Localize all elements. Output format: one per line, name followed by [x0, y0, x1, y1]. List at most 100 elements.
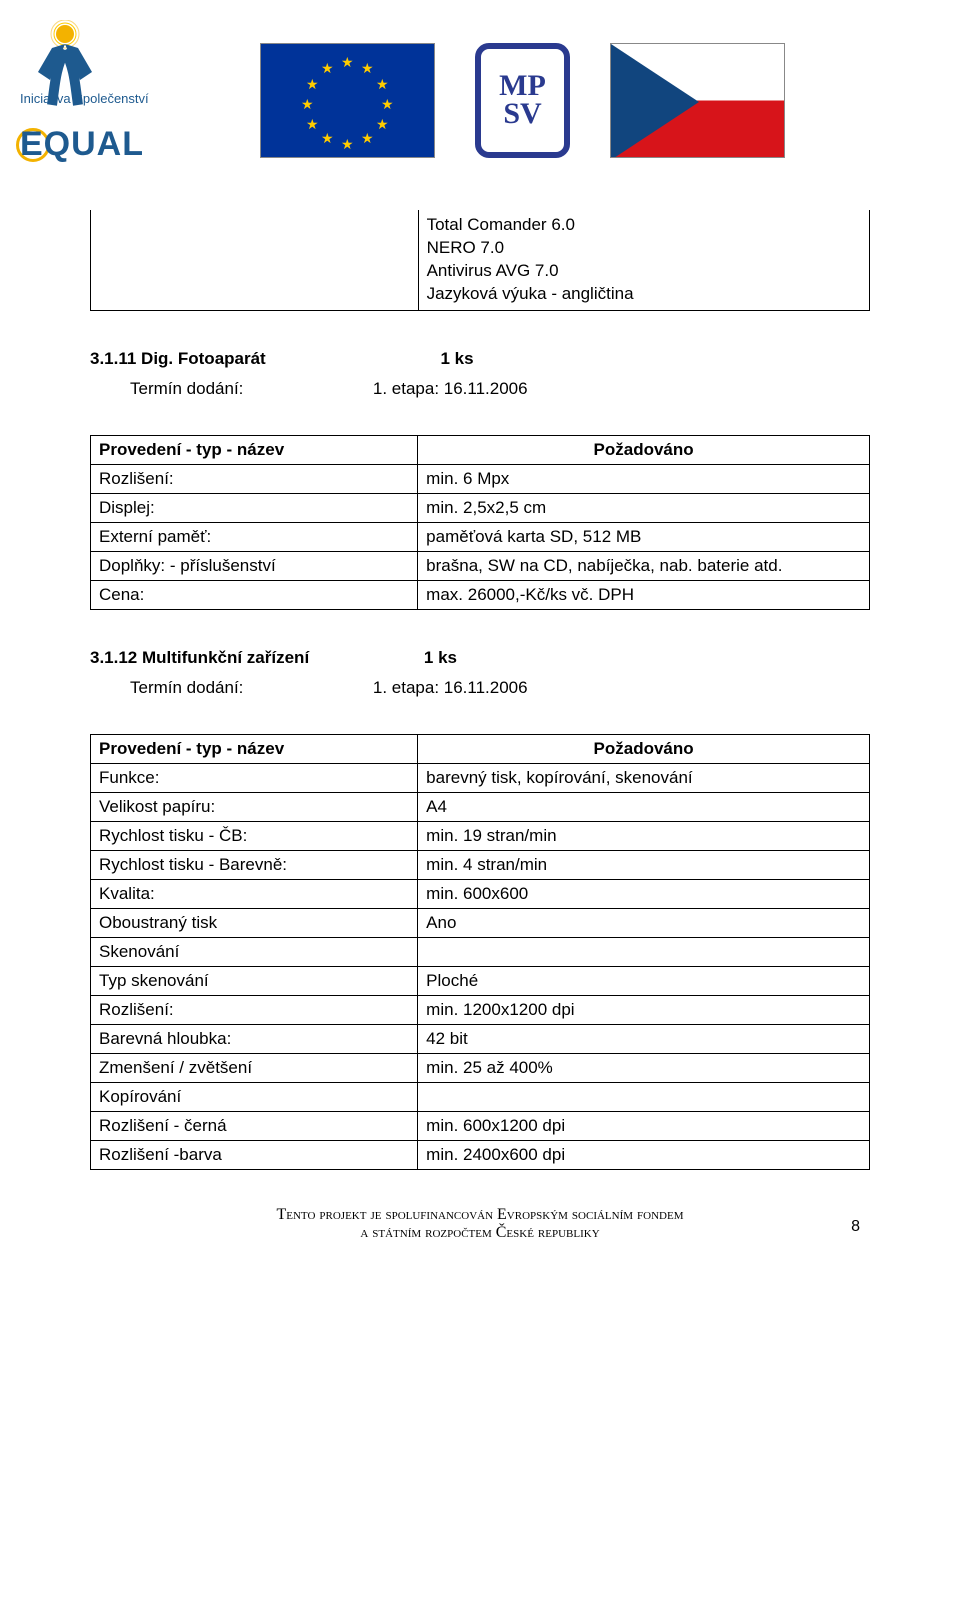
page: Iniciativa Společenství EQUAL ★ ★ ★ ★ ★ … [0, 0, 960, 1272]
logo-row: Iniciativa Společenství EQUAL ★ ★ ★ ★ ★ … [20, 20, 940, 180]
table-header-row: Provedení - typ - název Požadováno [91, 734, 870, 763]
cell: Doplňky: - příslušenství [91, 551, 418, 580]
cell [418, 937, 870, 966]
cell: Externí paměť: [91, 522, 418, 551]
table-row: Rozlišení - černámin. 600x1200 dpi [91, 1111, 870, 1140]
mpsv-text: MPSV [499, 72, 546, 129]
section-title: Dig. Fotoaparát [136, 349, 265, 368]
cell: Kopírování [91, 1082, 418, 1111]
cell: Barevná hloubka: [91, 1024, 418, 1053]
cell: Funkce: [91, 763, 418, 792]
cell: Oboustraný tisk [91, 908, 418, 937]
cell: Velikost papíru: [91, 792, 418, 821]
footer-line-1: Tento projekt je spolufinancován Evropsk… [90, 1206, 870, 1224]
table-row: Rozlišení:min. 1200x1200 dpi [91, 995, 870, 1024]
section-title: Multifunkční zařízení [137, 648, 309, 667]
software-line: NERO 7.0 [427, 237, 861, 260]
cell: Displej: [91, 493, 418, 522]
cell: Typ skenování [91, 966, 418, 995]
table-row: Rychlost tisku - ČB:min. 19 stran/min [91, 821, 870, 850]
cell: min. 19 stran/min [418, 821, 870, 850]
table-row: Barevná hloubka:42 bit [91, 1024, 870, 1053]
hdr-right: Požadováno [418, 435, 870, 464]
table-header-row: Provedení - typ - název Požadováno [91, 435, 870, 464]
table-row: Displej:min. 2,5x2,5 cm [91, 493, 870, 522]
table-multifunkce: Provedení - typ - název Požadováno Funkc… [90, 734, 870, 1170]
esf-equal-logo: Iniciativa Společenství EQUAL [20, 20, 220, 180]
delivery-label: Termín dodání: [130, 678, 243, 697]
software-line: Jazyková výuka - angličtina [427, 283, 861, 306]
table-fotoaparat: Provedení - typ - název Požadováno Rozli… [90, 435, 870, 610]
star-icon: ★ [321, 130, 334, 147]
delivery-value: 1. etapa: 16.11.2006 [373, 678, 528, 697]
software-line: Antivirus AVG 7.0 [427, 260, 861, 283]
cell: min. 4 stran/min [418, 850, 870, 879]
cell: A4 [418, 792, 870, 821]
esf-subtitle: Iniciativa Společenství [20, 92, 149, 106]
cell: Rozlišení: [91, 464, 418, 493]
delivery-value: 1. etapa: 16.11.2006 [373, 379, 528, 398]
software-continuation-row: Total Comander 6.0 NERO 7.0 Antivirus AV… [90, 210, 870, 311]
cell: Zmenšení / zvětšení [91, 1053, 418, 1082]
star-icon: ★ [341, 136, 354, 153]
software-left-empty [90, 210, 418, 311]
table-row: Rozlišení -barvamin. 2400x600 dpi [91, 1140, 870, 1169]
cell: barevný tisk, kopírování, skenování [418, 763, 870, 792]
table-row: Oboustraný tiskAno [91, 908, 870, 937]
cell: min. 1200x1200 dpi [418, 995, 870, 1024]
star-icon: ★ [376, 76, 389, 93]
page-footer: Tento projekt je spolufinancován Evropsk… [90, 1206, 870, 1242]
cell: Kvalita: [91, 879, 418, 908]
cell: min. 6 Mpx [418, 464, 870, 493]
cell: 42 bit [418, 1024, 870, 1053]
cell: Rychlost tisku - Barevně: [91, 850, 418, 879]
cell: Rychlost tisku - ČB: [91, 821, 418, 850]
table-row: Externí paměť:paměťová karta SD, 512 MB [91, 522, 870, 551]
cell: min. 2400x600 dpi [418, 1140, 870, 1169]
software-list-cell: Total Comander 6.0 NERO 7.0 Antivirus AV… [418, 210, 870, 311]
section-quantity: 1 ks [424, 648, 457, 668]
star-icon: ★ [341, 54, 354, 71]
delivery-line: Termín dodání: 1. etapa: 16.11.2006 [130, 379, 870, 399]
cell: min. 2,5x2,5 cm [418, 493, 870, 522]
hdr-left: Provedení - typ - název [91, 734, 418, 763]
table-row: Kopírování [91, 1082, 870, 1111]
star-icon: ★ [321, 60, 334, 77]
table-row: Typ skenováníPloché [91, 966, 870, 995]
table-row: Doplňky: - příslušenstvíbrašna, SW na CD… [91, 551, 870, 580]
footer-line-2: a státním rozpočtem České republiky [90, 1224, 870, 1242]
star-icon: ★ [361, 130, 374, 147]
cell: min. 600x1200 dpi [418, 1111, 870, 1140]
section-heading-fotoaparat: 3.1.11 Dig. Fotoaparát 1 ks [90, 349, 870, 369]
section-heading-multifunkce: 3.1.12 Multifunkční zařízení 1 ks [90, 648, 870, 668]
star-icon: ★ [306, 116, 319, 133]
cell [418, 1082, 870, 1111]
star-icon: ★ [301, 96, 314, 113]
delivery-label: Termín dodání: [130, 379, 243, 398]
hdr-left: Provedení - typ - název [91, 435, 418, 464]
eu-flag-logo: ★ ★ ★ ★ ★ ★ ★ ★ ★ ★ ★ ★ [260, 43, 435, 158]
mpsv-logo: MPSV [475, 43, 570, 158]
delivery-line: Termín dodání: 1. etapa: 16.11.2006 [130, 678, 870, 698]
software-line: Total Comander 6.0 [427, 214, 861, 237]
cell: Ploché [418, 966, 870, 995]
cell: min. 600x600 [418, 879, 870, 908]
section-quantity: 1 ks [440, 349, 473, 369]
table-row: Rychlost tisku - Barevně:min. 4 stran/mi… [91, 850, 870, 879]
table-row: Skenování [91, 937, 870, 966]
cell: brašna, SW na CD, nabíječka, nab. bateri… [418, 551, 870, 580]
table-row: Funkce:barevný tisk, kopírování, skenová… [91, 763, 870, 792]
section-number: 3.1.12 [90, 648, 137, 667]
cell: max. 26000,-Kč/ks vč. DPH [418, 580, 870, 609]
table-row: Velikost papíru:A4 [91, 792, 870, 821]
cell: min. 25 až 400% [418, 1053, 870, 1082]
hdr-right: Požadováno [418, 734, 870, 763]
star-icon: ★ [361, 60, 374, 77]
cell: Rozlišení -barva [91, 1140, 418, 1169]
table-row: Cena:max. 26000,-Kč/ks vč. DPH [91, 580, 870, 609]
esf-equal-text: EQUAL [20, 125, 144, 164]
star-icon: ★ [306, 76, 319, 93]
table-row: Rozlišení:min. 6 Mpx [91, 464, 870, 493]
triangle-icon [611, 44, 699, 158]
czech-flag-logo [610, 43, 785, 158]
